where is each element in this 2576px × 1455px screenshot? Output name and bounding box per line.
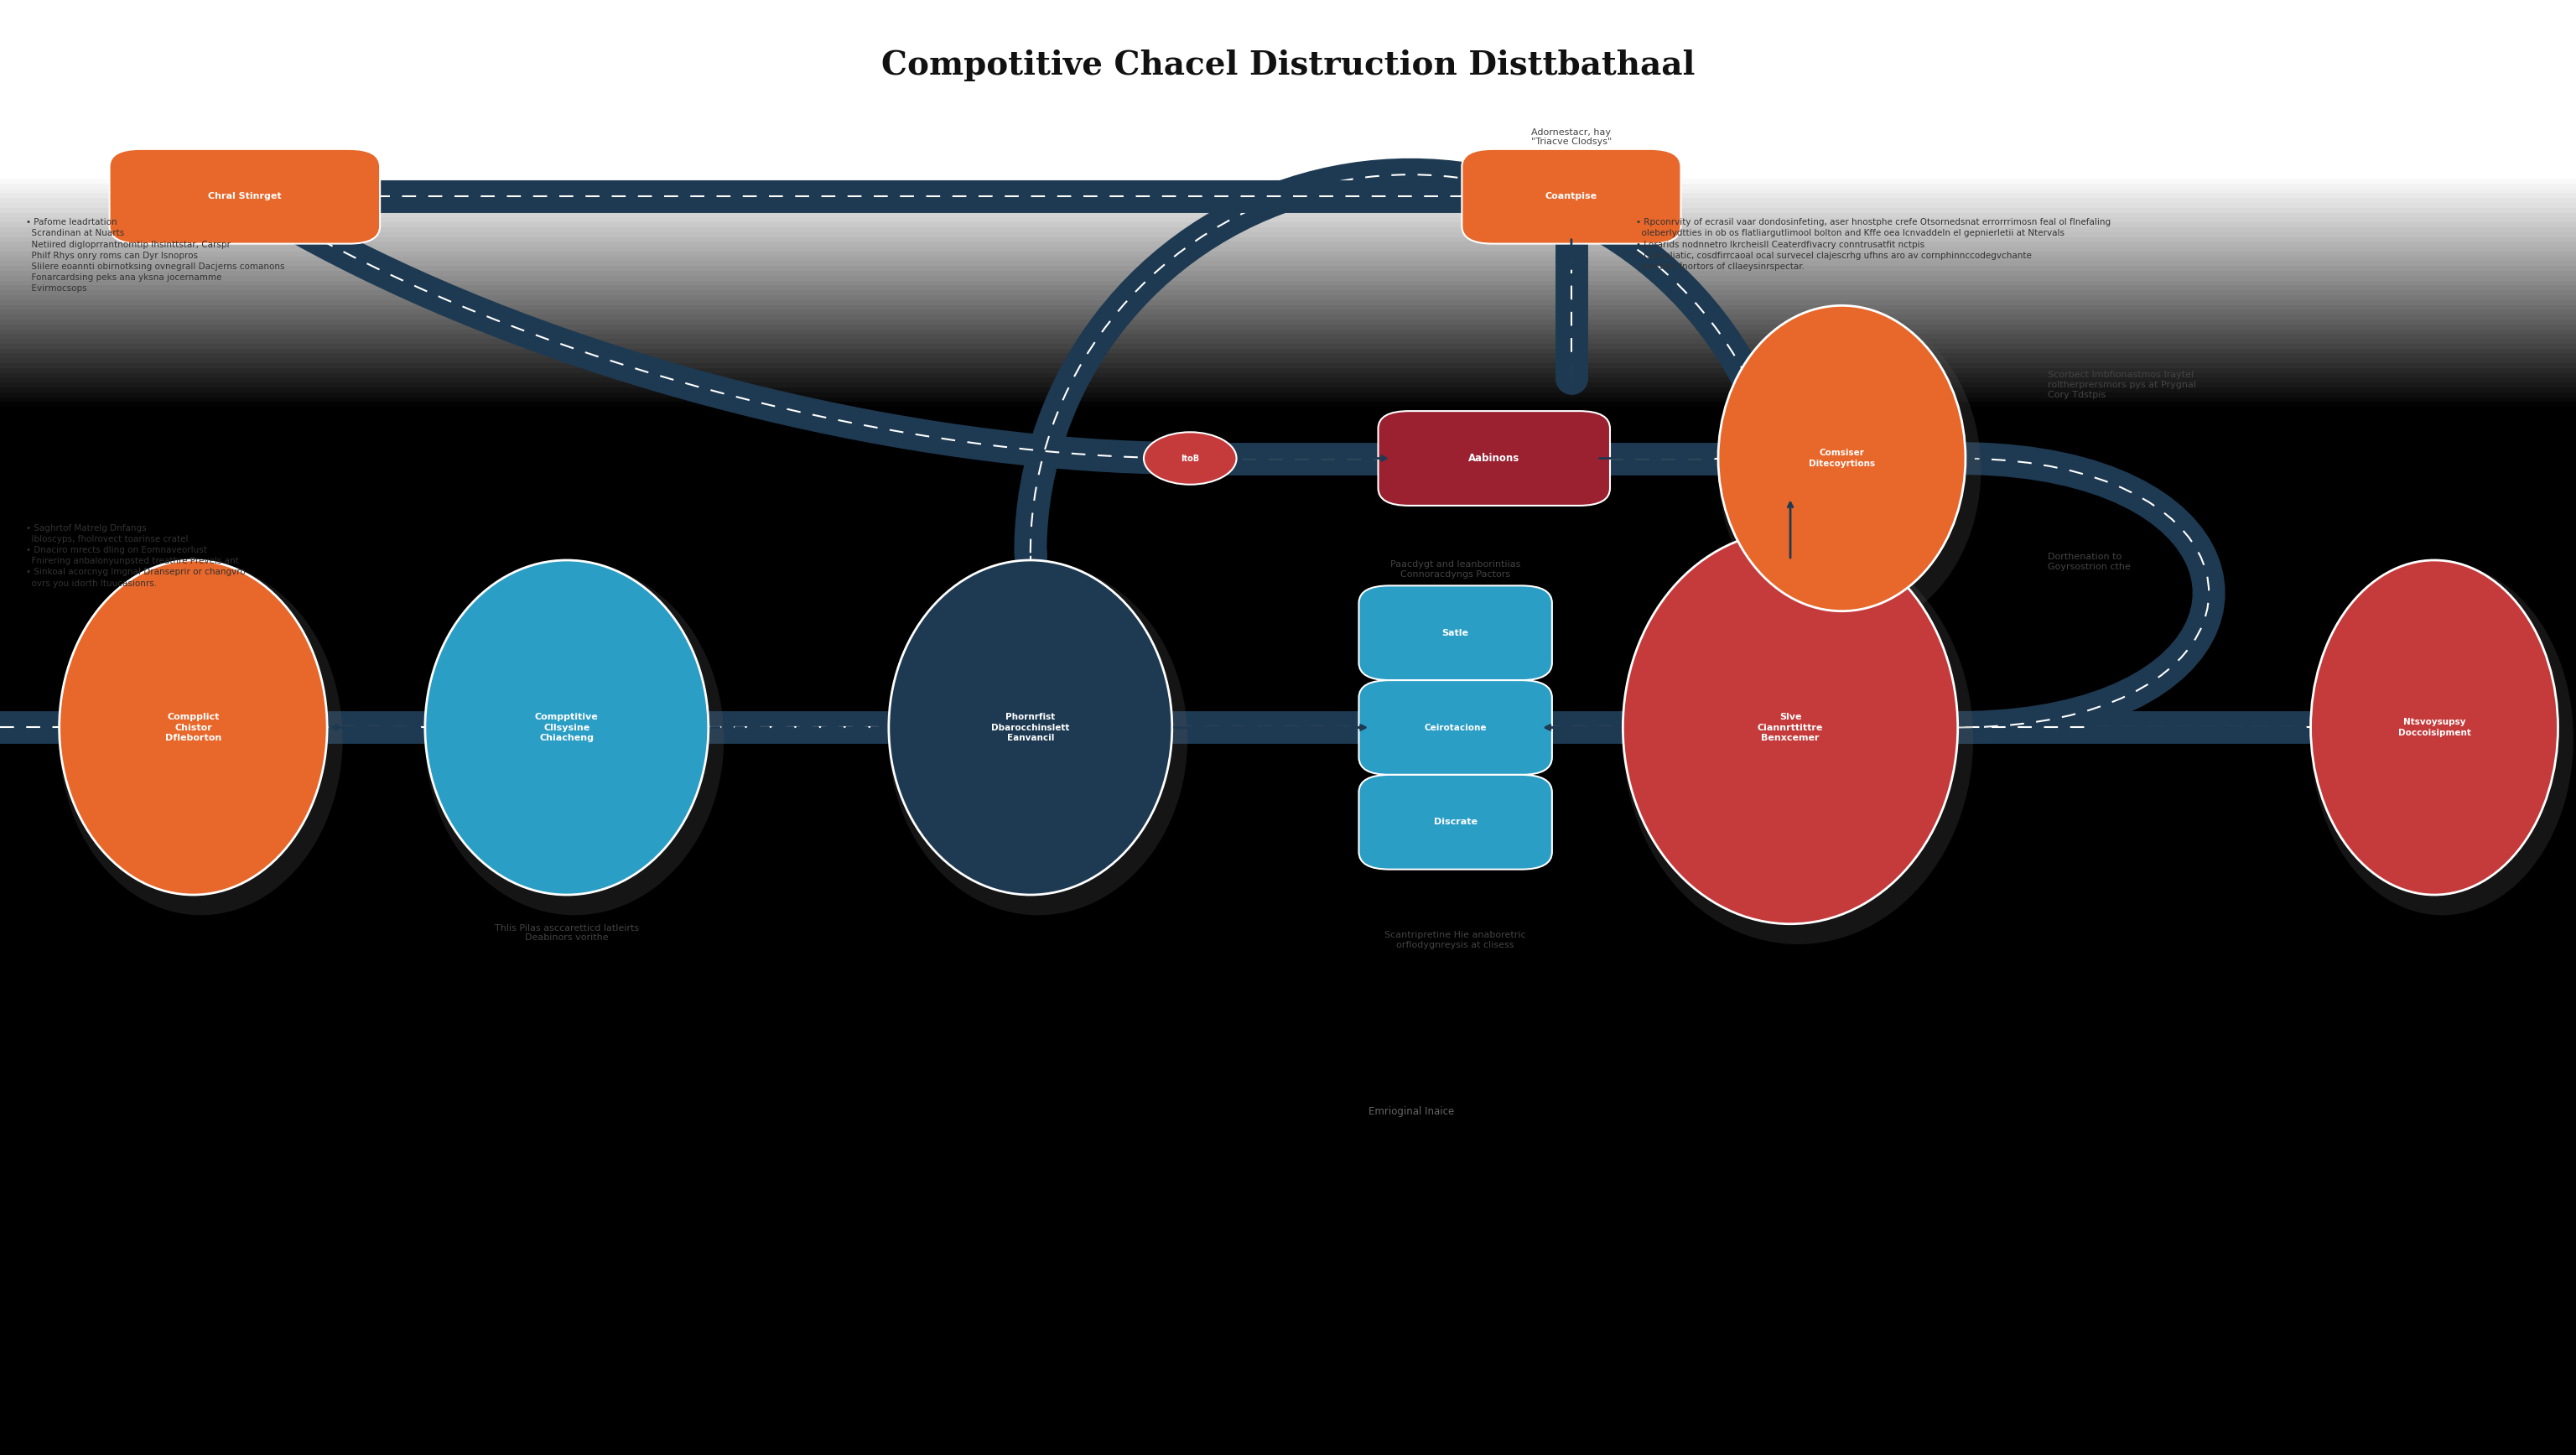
Text: Paacdygt and leanborintiias
Connoracdyngs Pactors: Paacdygt and leanborintiias Connoracdyng…: [1391, 560, 1520, 578]
FancyBboxPatch shape: [1360, 586, 1551, 681]
Text: Scorbect Imbfionastmos Iraytel
roltherprersmors pys at Prygnal
Cory Tdstpis: Scorbect Imbfionastmos Iraytel roltherpr…: [2048, 371, 2197, 399]
Text: Compotitive Chacel Distruction Disttbathaal: Compotitive Chacel Distruction Disttbath…: [881, 49, 1695, 81]
Ellipse shape: [1718, 306, 1965, 611]
Text: • Pafome leadrtation
  Scrandinan at Nuarts
  Netiired digloprrantnomtip Ihsintt: • Pafome leadrtation Scrandinan at Nuart…: [26, 218, 283, 292]
Ellipse shape: [2311, 560, 2558, 895]
Text: Compptitive
Cllsysine
Chiacheng: Compptitive Cllsysine Chiacheng: [536, 713, 598, 742]
Text: Coantpise: Coantpise: [1546, 192, 1597, 201]
Text: Thlis Pilas asccaretticd latleirts
Deabinors vorithe: Thlis Pilas asccaretticd latleirts Deabi…: [495, 924, 639, 941]
Ellipse shape: [425, 563, 724, 915]
FancyBboxPatch shape: [1360, 681, 1551, 774]
Text: Comsiser
Ditecoyrtions: Comsiser Ditecoyrtions: [1808, 450, 1875, 467]
Text: Ceirotacione: Ceirotacione: [1425, 723, 1486, 732]
Text: Adornestacr, hay
"Triacve Clodsys": Adornestacr, hay "Triacve Clodsys": [1530, 128, 1613, 146]
Ellipse shape: [425, 560, 708, 895]
Text: • Rpconrvity of ecrasil vaar dondosinfeting, aser hnostphe crefe Otsornedsnat er: • Rpconrvity of ecrasil vaar dondosinfet…: [1636, 218, 2110, 271]
Text: ItoB: ItoB: [1180, 454, 1200, 463]
Ellipse shape: [889, 560, 1172, 895]
Ellipse shape: [1718, 308, 1981, 631]
Ellipse shape: [59, 563, 343, 915]
Text: Phornrfist
Dbarocchinslett
Eanvancil: Phornrfist Dbarocchinslett Eanvancil: [992, 713, 1069, 742]
Text: Scantripretine Hie anaboretric
orflodygnreysis at clisess: Scantripretine Hie anaboretric orflodygn…: [1386, 931, 1525, 949]
Text: Compplict
Chistor
Dfleborton: Compplict Chistor Dfleborton: [165, 713, 222, 742]
Ellipse shape: [2311, 563, 2573, 915]
FancyBboxPatch shape: [1378, 410, 1610, 505]
Text: Ntsvoysupsy
Doccoisipment: Ntsvoysupsy Doccoisipment: [2398, 719, 2470, 736]
Ellipse shape: [59, 560, 327, 895]
FancyBboxPatch shape: [108, 150, 381, 243]
Ellipse shape: [889, 563, 1188, 915]
Text: Dorthenation to
Goyrsostrion cthe: Dorthenation to Goyrsostrion cthe: [2048, 553, 2130, 570]
Text: Emrioginal Inaice: Emrioginal Inaice: [1368, 1106, 1455, 1116]
Text: Satle: Satle: [1443, 629, 1468, 637]
Text: Chral Stinrget: Chral Stinrget: [209, 192, 281, 201]
Text: Slve
Ciannrttittre
Benxcemer: Slve Ciannrttittre Benxcemer: [1757, 713, 1824, 742]
FancyBboxPatch shape: [1463, 150, 1680, 243]
Ellipse shape: [1623, 534, 1973, 944]
Ellipse shape: [1623, 531, 1958, 924]
Circle shape: [1144, 432, 1236, 485]
Text: Aabinons: Aabinons: [1468, 453, 1520, 464]
FancyBboxPatch shape: [1360, 774, 1551, 870]
Text: Discrate: Discrate: [1435, 818, 1476, 826]
Text: • Saghrtof Matrelg Dnfangs
  Ibloscyps, fholrovect toarinse cratel
• Dnaciro mre: • Saghrtof Matrelg Dnfangs Ibloscyps, fh…: [26, 524, 245, 588]
